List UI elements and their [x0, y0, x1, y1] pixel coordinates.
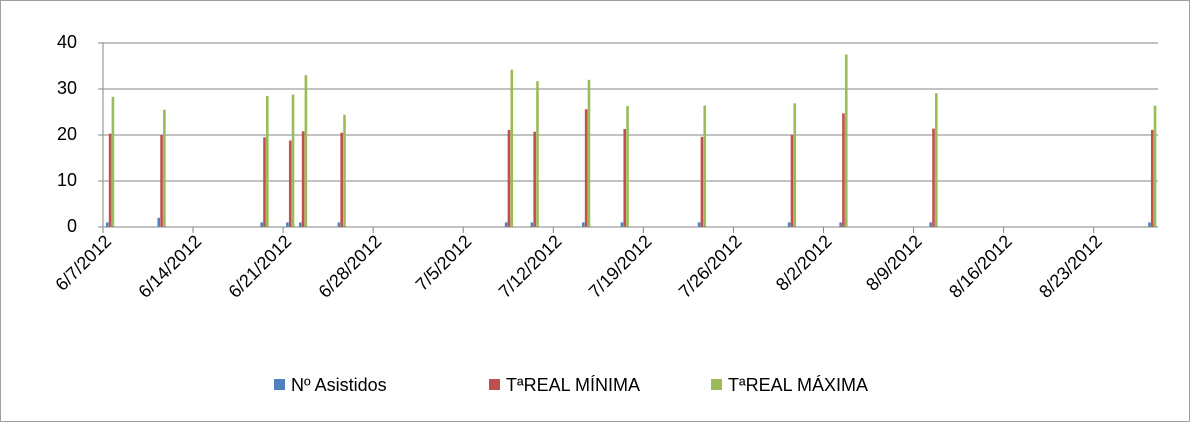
bar: [787, 222, 791, 227]
bar: [265, 95, 269, 228]
bar: [626, 106, 629, 227]
bar: [111, 96, 115, 227]
bar: [790, 134, 794, 227]
bar: [286, 222, 289, 227]
bar: [793, 103, 797, 227]
bar: [1148, 222, 1151, 227]
legend-label: TªREAL MÍNIMA: [506, 375, 640, 395]
bar: [839, 222, 842, 227]
legend-swatch: [711, 379, 722, 390]
bar: [932, 128, 935, 227]
bar: [620, 222, 624, 227]
y-tick-label: 40: [57, 32, 77, 52]
legend-swatch: [274, 379, 285, 390]
bar: [157, 217, 161, 227]
bar: [842, 113, 845, 227]
bar: [263, 137, 266, 227]
bar: [530, 222, 534, 227]
bar: [160, 135, 163, 227]
bar: [291, 94, 295, 228]
bar: [340, 132, 343, 227]
legend-swatch: [489, 379, 500, 390]
y-tick-label: 10: [57, 170, 77, 190]
bar: [288, 140, 292, 227]
legend-label: TªREAL MÁXIMA: [728, 375, 868, 395]
bar: [700, 136, 704, 227]
bar: [301, 131, 305, 227]
bar: [584, 109, 588, 227]
bar: [106, 222, 109, 227]
bar: [507, 129, 511, 227]
bar: [504, 222, 508, 227]
bar: [533, 131, 536, 227]
bar: [510, 69, 514, 228]
bar: [1150, 129, 1154, 227]
bar: [929, 222, 933, 227]
y-tick-label: 30: [57, 78, 77, 98]
y-tick-label: 20: [57, 124, 77, 144]
y-tick-label: 0: [67, 216, 77, 236]
bar: [536, 81, 539, 228]
bar: [260, 222, 263, 227]
bar: [703, 105, 707, 227]
bar: [163, 109, 166, 227]
bar: [298, 222, 302, 227]
bar: [304, 75, 308, 227]
bar: [1153, 105, 1157, 227]
bar: [844, 54, 848, 227]
legend-label: Nº Asistidos: [291, 375, 387, 395]
bar: [623, 129, 627, 227]
bar: [343, 114, 346, 227]
bar: [337, 222, 341, 227]
bar: [108, 133, 112, 227]
bar: [582, 222, 585, 227]
bar: [935, 93, 938, 227]
bar: [587, 79, 591, 227]
bar: [697, 222, 701, 227]
